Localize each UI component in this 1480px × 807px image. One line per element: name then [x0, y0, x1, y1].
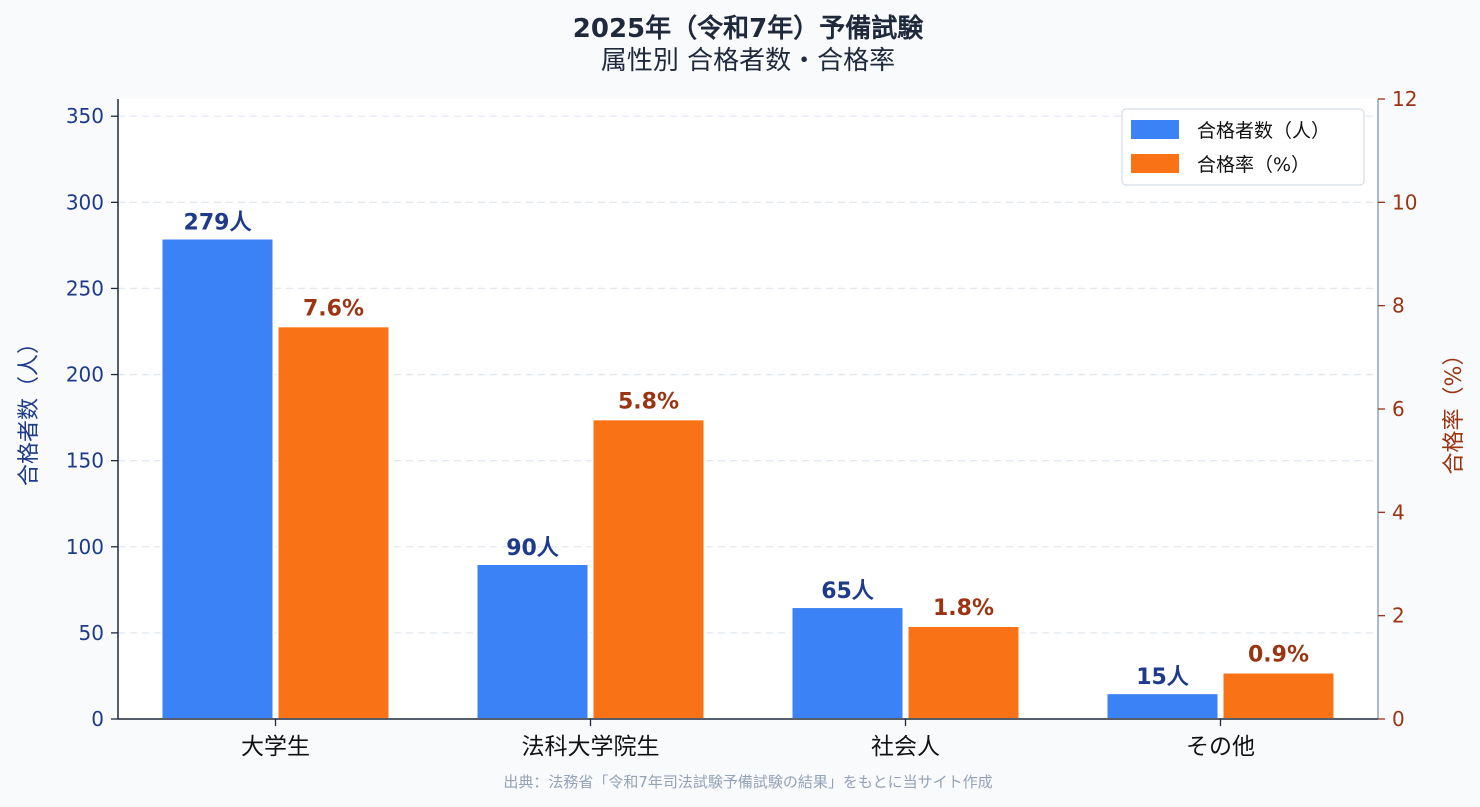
chart-subtitle: 属性別 合格者数・合格率 [601, 46, 895, 76]
legend-box [1121, 108, 1365, 186]
left-tick-label: 100 [66, 535, 104, 559]
right-tick-label: 12 [1392, 87, 1417, 111]
right-tick-label: 4 [1392, 500, 1405, 524]
left-tick-label: 300 [66, 190, 104, 214]
bar-count [475, 563, 590, 720]
category-label: 社会人 [871, 734, 940, 760]
bar-count [1105, 692, 1220, 721]
legend-label-count: 合格者数（人） [1197, 120, 1330, 142]
bar-count [160, 237, 275, 720]
right-tick-label: 8 [1392, 294, 1405, 318]
left-tick-label: 50 [79, 621, 104, 645]
x-axis-ticks: 大学生 法科大学院生 社会人 その他 [241, 719, 1255, 760]
legend-swatch-count [1131, 120, 1179, 139]
data-label-rate: 0.9% [1248, 643, 1309, 668]
bar-rate [276, 325, 391, 720]
category-label: 法科大学院生 [522, 734, 660, 760]
left-axis-title: 合格者数（人） [17, 332, 42, 486]
bar-rate [1221, 671, 1336, 720]
source-note: 出典：法務省「令和7年司法試験予備試験の結果」をもとに当サイト作成 [503, 773, 992, 791]
right-tick-label: 0 [1392, 707, 1405, 731]
data-label-count: 279人 [184, 211, 252, 236]
right-tick-label: 2 [1392, 604, 1405, 628]
right-tick-label: 10 [1392, 190, 1417, 214]
bar-rate [906, 625, 1021, 720]
left-tick-label: 250 [66, 276, 104, 300]
left-axis-ticks: 0 50 100 150 200 250 300 350 [66, 104, 118, 731]
data-label-count: 65人 [821, 579, 874, 604]
chart-title: 2025年（令和7年）予備試験 [573, 13, 924, 44]
data-labels: 279人 7.6% 90人 5.8% 65人 1.8% 15人 0.9% [184, 211, 1309, 691]
left-tick-label: 0 [91, 707, 104, 731]
data-label-rate: 7.6% [303, 296, 364, 321]
left-tick-label: 150 [66, 449, 104, 473]
category-label: 大学生 [241, 734, 310, 760]
bar-rate [591, 418, 706, 720]
right-tick-label: 6 [1392, 397, 1405, 421]
data-label-rate: 1.8% [933, 596, 994, 621]
legend: 合格者数（人） 合格率（%） [1121, 108, 1365, 186]
right-axis-ticks: 0 2 4 6 8 10 12 [1378, 87, 1417, 731]
legend-label-rate: 合格率（%） [1197, 154, 1310, 176]
right-axis-title: 合格率（%） [1442, 344, 1467, 475]
data-label-count: 15人 [1136, 665, 1189, 690]
data-label-rate: 5.8% [618, 389, 679, 414]
left-tick-label: 200 [66, 363, 104, 387]
legend-swatch-rate [1131, 154, 1179, 173]
category-label: その他 [1186, 734, 1255, 760]
bar-count [790, 606, 905, 720]
left-tick-label: 350 [66, 104, 104, 128]
data-label-count: 90人 [506, 536, 559, 561]
